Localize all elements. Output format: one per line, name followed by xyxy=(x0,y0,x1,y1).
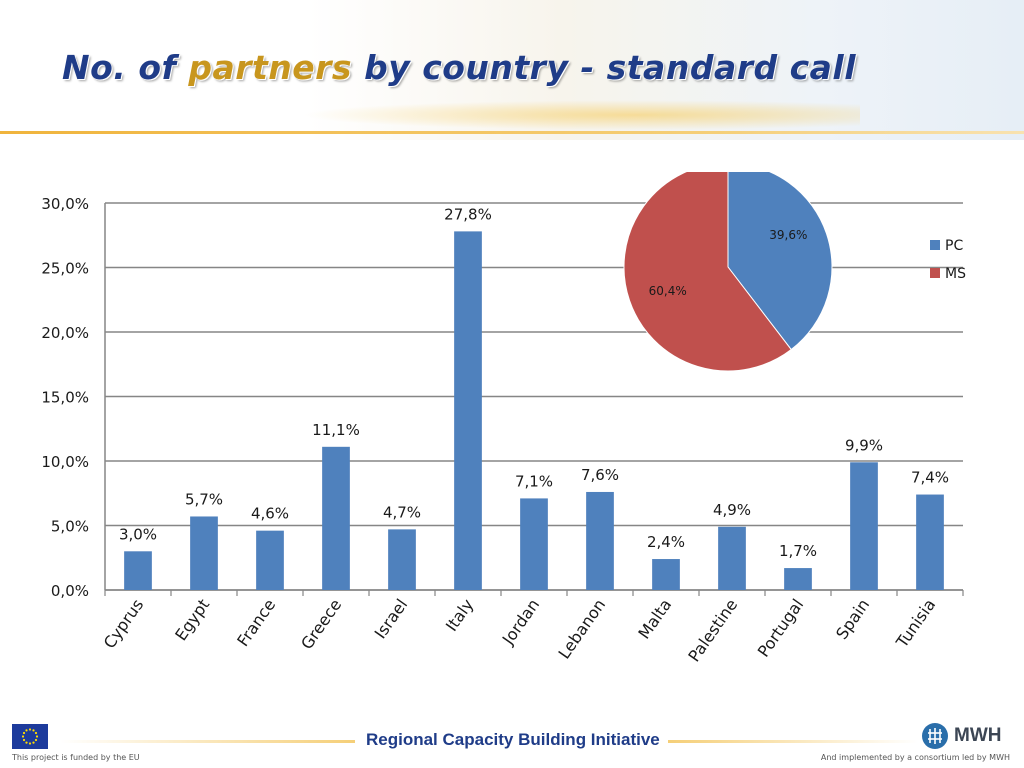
x-category-label: Lebanon xyxy=(554,595,609,662)
x-category-label: Jordan xyxy=(498,595,543,648)
y-tick-label: 20,0% xyxy=(41,324,89,342)
bar-data-label: 7,6% xyxy=(581,466,619,484)
x-category-label: Italy xyxy=(442,595,477,634)
mwh-logo: MWH xyxy=(922,723,1012,751)
y-tick-label: 15,0% xyxy=(41,389,89,407)
implementation-note: And implemented by a consortium led by M… xyxy=(820,753,1010,762)
header-rule xyxy=(0,131,1024,134)
y-tick-label: 10,0% xyxy=(41,453,89,471)
bar xyxy=(520,498,548,590)
x-category-label: Portugal xyxy=(754,595,808,660)
bar xyxy=(454,231,482,590)
footer-line-right xyxy=(668,740,918,743)
bar xyxy=(718,526,746,590)
bar-data-label: 5,7% xyxy=(185,490,223,508)
bar-data-label: 27,8% xyxy=(444,205,492,223)
bar xyxy=(586,491,614,590)
x-category-label: Tunisia xyxy=(892,595,939,651)
y-tick-label: 0,0% xyxy=(51,582,89,600)
legend-label: PC xyxy=(945,238,963,254)
legend-swatch xyxy=(930,268,940,278)
x-category-label: France xyxy=(233,595,279,649)
slide-header xyxy=(0,0,1024,140)
bar xyxy=(652,559,680,590)
pie-data-label: 39,6% xyxy=(769,228,807,242)
bar xyxy=(388,529,416,590)
slide-title: No. of partners by country - standard ca… xyxy=(62,48,856,87)
bar-data-label: 9,9% xyxy=(845,436,883,454)
pie-data-label: 60,4% xyxy=(649,284,687,298)
y-tick-label: 5,0% xyxy=(51,518,89,536)
bar-data-label: 3,0% xyxy=(119,525,157,543)
bar-data-label: 1,7% xyxy=(779,542,817,560)
x-category-label: Malta xyxy=(634,595,675,642)
bar xyxy=(190,516,218,590)
bar xyxy=(322,446,350,590)
mwh-logo-text: MWH xyxy=(954,725,1002,746)
pie-slice-pc xyxy=(727,172,833,351)
bar-data-label: 4,9% xyxy=(713,501,751,519)
bar xyxy=(850,462,878,590)
eu-stars-icon xyxy=(21,728,39,745)
footer-line-left xyxy=(60,740,355,743)
bar-data-label: 4,6% xyxy=(251,505,289,523)
title-highlight: partners xyxy=(188,48,353,87)
x-category-label: Israel xyxy=(371,595,412,642)
bar xyxy=(916,494,944,590)
eu-flag-logo xyxy=(12,724,48,749)
chart-area: 0,0% 5,0% 10,0% 15,0% 20,0% 25,0% 30,0% 3,0% Cyp… xyxy=(25,172,991,712)
legend-label: MS xyxy=(945,266,966,282)
title-part-1: No. of xyxy=(62,48,189,87)
globe-icon xyxy=(922,723,948,749)
chart-svg: 0,0% 5,0% 10,0% 15,0% 20,0% 25,0% 30,0% 3,0% Cyp… xyxy=(41,172,966,665)
legend-swatch xyxy=(930,240,940,250)
x-category-label: Palestine xyxy=(684,595,741,665)
x-category-label: Cyprus xyxy=(100,595,148,652)
title-part-2: by country - standard call xyxy=(352,48,857,87)
bar-data-label: 7,4% xyxy=(911,469,949,487)
x-category-label: Egypt xyxy=(171,595,213,644)
bar-data-label: 11,1% xyxy=(312,421,360,439)
bar-data-label: 7,1% xyxy=(515,472,553,490)
bar xyxy=(784,568,812,590)
footer-program-name: Regional Capacity Building Initiative xyxy=(366,730,660,749)
pie-slice-ms xyxy=(623,172,792,372)
bar xyxy=(256,530,284,590)
bar xyxy=(124,551,152,590)
bar-data-label: 2,4% xyxy=(647,533,685,551)
x-category-label: Greece xyxy=(297,595,345,653)
x-category-label: Spain xyxy=(832,595,873,643)
y-tick-label: 25,0% xyxy=(41,260,89,278)
funding-note: This project is funded by the EU xyxy=(12,753,140,762)
y-tick-label: 30,0% xyxy=(41,195,89,213)
bar-data-label: 4,7% xyxy=(383,503,421,521)
header-decoration xyxy=(300,100,860,130)
